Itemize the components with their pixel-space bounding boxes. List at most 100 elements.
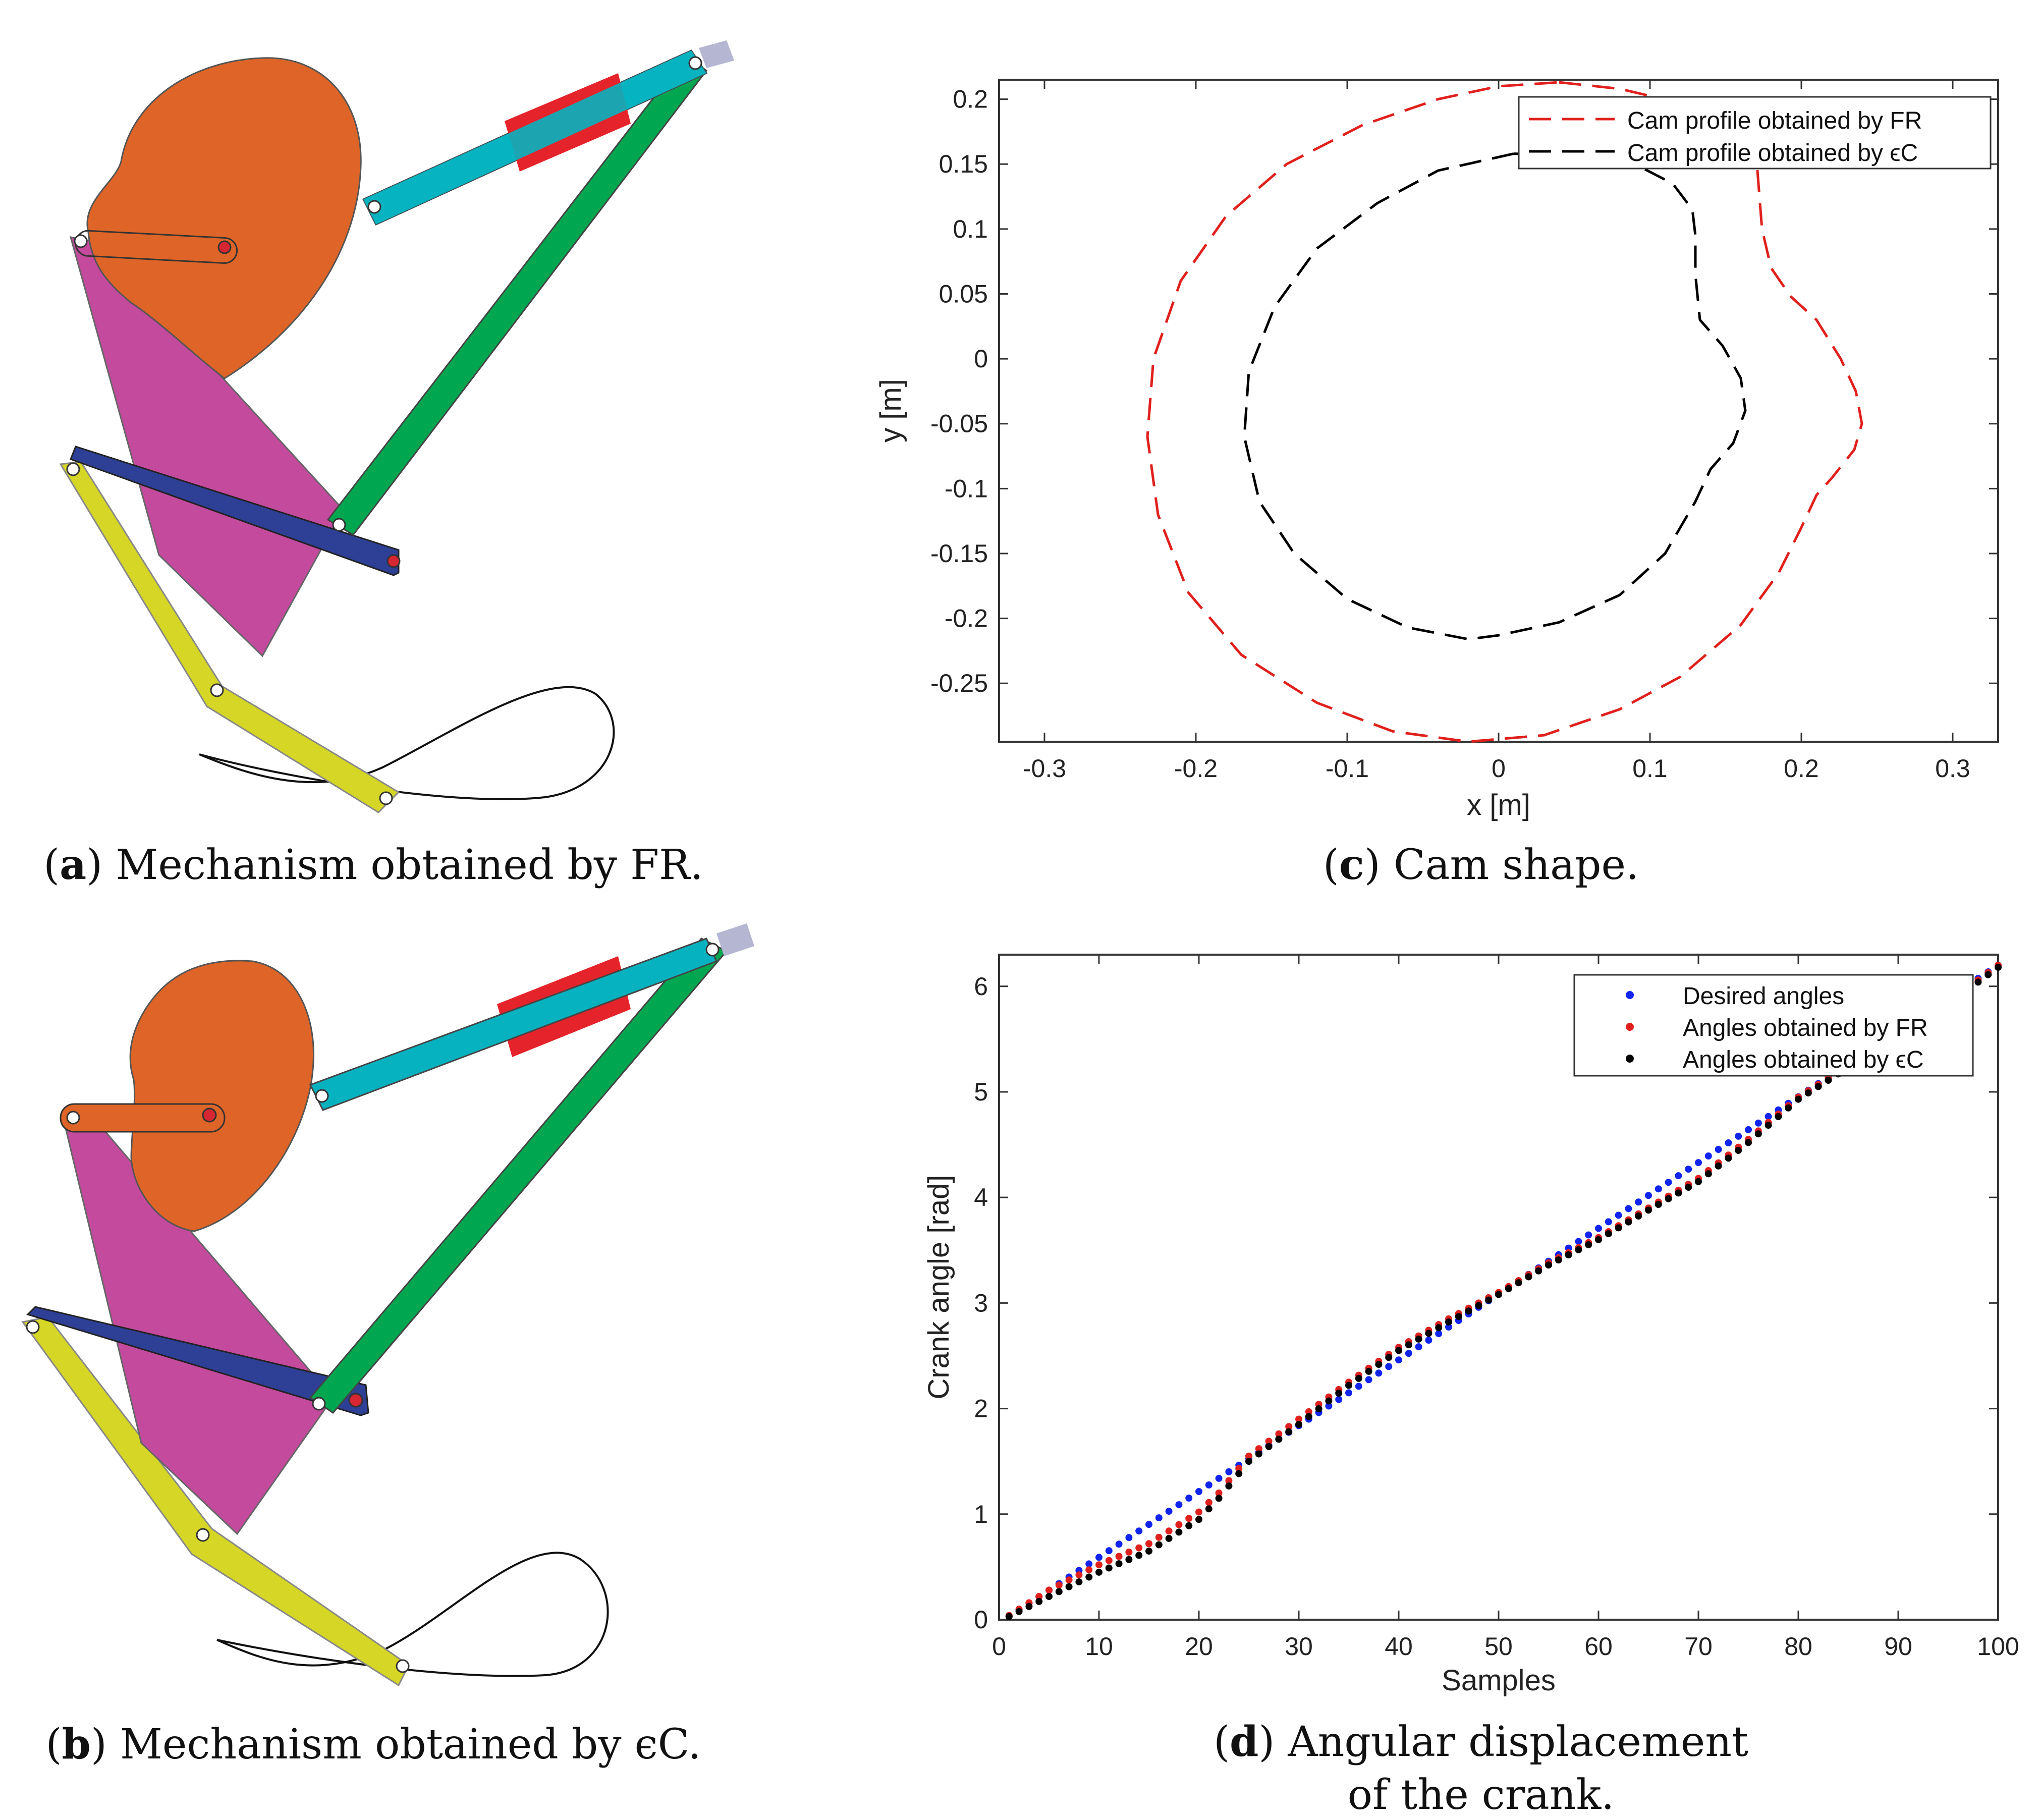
x-tick-label: 70 xyxy=(1684,1632,1713,1661)
point-fr xyxy=(1035,1593,1043,1600)
point-fr xyxy=(1055,1581,1063,1589)
point-desired xyxy=(1165,1508,1173,1515)
point-ec xyxy=(1465,1307,1472,1315)
point-ec xyxy=(1475,1302,1482,1309)
point-ec xyxy=(1255,1450,1262,1458)
point-desired xyxy=(1345,1389,1352,1397)
point-ec xyxy=(1025,1603,1033,1610)
caption-d: (d) Angular displacement xyxy=(1214,1718,1748,1766)
point-ec xyxy=(1525,1273,1532,1281)
legend-label-ec: Angles obtained by ϵC xyxy=(1683,1046,1924,1073)
joint xyxy=(66,462,80,476)
chart-crank-angle: 0 10 20 30 40 50 60 70 80 90 100 0 1 2 3 4 5 6 Samples Cr… xyxy=(922,954,2019,1697)
y-tick-label: 0.05 xyxy=(939,280,988,308)
coupler-trajectory xyxy=(199,686,615,800)
point-fr xyxy=(1135,1544,1143,1552)
point-ec xyxy=(1105,1564,1113,1572)
point-desired xyxy=(1385,1363,1393,1370)
point-desired xyxy=(1695,1159,1702,1167)
point-fr xyxy=(1265,1438,1273,1445)
x-tick-label: -0.3 xyxy=(1023,754,1066,783)
x-tick-label: 0 xyxy=(1492,754,1506,783)
point-desired xyxy=(1605,1218,1612,1226)
point-ec xyxy=(1245,1458,1252,1465)
legend-label-ec: Cam profile obtained by ϵC xyxy=(1627,140,1918,167)
y-tick-label: -0.05 xyxy=(930,410,988,438)
point-desired xyxy=(1585,1231,1592,1239)
point-fr xyxy=(1045,1586,1053,1594)
point-fr xyxy=(1205,1499,1213,1506)
point-ec xyxy=(1175,1528,1183,1536)
point-ec xyxy=(1035,1597,1043,1605)
point-ec xyxy=(1205,1505,1213,1513)
x-tick-label: 60 xyxy=(1584,1632,1613,1661)
point-ec xyxy=(1615,1224,1622,1232)
point-ec xyxy=(1695,1178,1702,1185)
x-tick-label: 90 xyxy=(1884,1632,1912,1661)
joint xyxy=(367,200,381,214)
legend: Desired angles Angles obtained by FR Ang… xyxy=(1573,974,1974,1077)
point-desired xyxy=(1135,1527,1143,1535)
point-desired xyxy=(1675,1172,1682,1180)
point-ec xyxy=(1814,1083,1822,1090)
x-tick-label: 10 xyxy=(1085,1632,1113,1661)
point-fr xyxy=(1145,1540,1152,1548)
point-ec xyxy=(1395,1347,1402,1354)
plot-frame xyxy=(998,79,1999,743)
point-ec xyxy=(1505,1285,1512,1292)
point-ec xyxy=(1155,1541,1163,1549)
point-ec xyxy=(1135,1552,1143,1559)
x-tick-label: -0.1 xyxy=(1326,754,1369,783)
x-tick-label: 40 xyxy=(1385,1632,1413,1661)
point-fr xyxy=(1225,1477,1233,1484)
legend: Cam profile obtained by FR Cam profile o… xyxy=(1518,96,1992,170)
joint xyxy=(688,56,702,70)
point-desired xyxy=(1405,1350,1412,1357)
point-ec xyxy=(1974,978,1982,986)
point-desired xyxy=(1595,1225,1602,1232)
point-desired xyxy=(1325,1402,1333,1410)
point-ec xyxy=(1495,1291,1502,1298)
point-desired xyxy=(1205,1481,1213,1488)
point-ec xyxy=(1265,1443,1273,1450)
x-tick-label: 0 xyxy=(992,1632,1006,1661)
x-tick-label: 0.2 xyxy=(1784,754,1819,783)
point-ec xyxy=(1355,1374,1362,1382)
point-ec xyxy=(1795,1095,1802,1103)
point-fr xyxy=(1195,1508,1202,1516)
point-ec xyxy=(1285,1428,1293,1436)
point-desired xyxy=(1095,1554,1103,1561)
y-tick-label: 5 xyxy=(974,1078,988,1106)
ground-block xyxy=(699,40,734,68)
point-fr xyxy=(1305,1408,1312,1415)
point-desired xyxy=(1754,1119,1762,1127)
point-ec xyxy=(1655,1201,1662,1208)
point-desired xyxy=(1215,1474,1223,1482)
series-line-ec xyxy=(1243,152,1747,641)
legend-label-fr: Angles obtained by FR xyxy=(1683,1015,1928,1041)
point-desired xyxy=(1175,1501,1183,1509)
y-tick-label: 4 xyxy=(974,1183,988,1211)
point-ec xyxy=(1985,971,1992,978)
point-ec xyxy=(1545,1261,1552,1269)
point-ec xyxy=(1485,1296,1493,1304)
point-ec xyxy=(1725,1154,1732,1162)
y-tick-label: 0 xyxy=(974,345,988,373)
legend-marker-fr xyxy=(1626,1023,1634,1031)
point-fr xyxy=(1125,1549,1133,1556)
point-desired xyxy=(1425,1337,1432,1344)
point-desired xyxy=(1185,1495,1193,1502)
joint xyxy=(312,1397,326,1411)
y-tick-label: -0.1 xyxy=(945,474,988,503)
caption-d-line2: of the crank. xyxy=(1348,1771,1615,1819)
point-fr xyxy=(1235,1465,1243,1472)
point-desired xyxy=(1355,1383,1362,1390)
cam xyxy=(129,960,314,1232)
caption-b: (b) Mechanism obtained by ϵC. xyxy=(46,1720,701,1769)
x-tick-label: 0.3 xyxy=(1935,754,1970,783)
point-fr xyxy=(1255,1445,1262,1453)
point-ec xyxy=(1785,1104,1792,1112)
point-desired xyxy=(1195,1488,1202,1495)
point-ec xyxy=(1605,1230,1612,1238)
